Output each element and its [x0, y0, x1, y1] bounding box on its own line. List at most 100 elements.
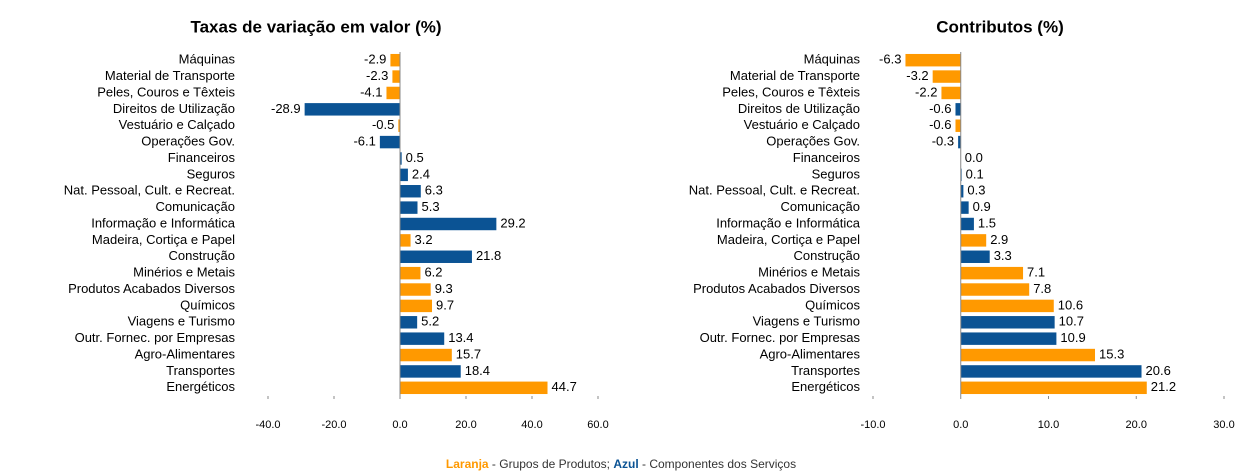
category-label: Viagens e Turismo: [128, 314, 235, 329]
category-label: Máquinas: [179, 52, 236, 67]
bar: [386, 86, 400, 100]
bar: [955, 103, 961, 116]
category-label: Material de Transporte: [730, 68, 860, 83]
bar: [960, 250, 990, 263]
category-label: Vestuário e Calçado: [119, 117, 235, 132]
bar: [390, 53, 400, 67]
bar: [960, 381, 1147, 395]
category-label: Madeira, Cortiça e Papel: [92, 232, 235, 247]
x-tick-label: 10.0: [1038, 419, 1059, 431]
category-label: Direitos de Utilização: [738, 101, 860, 116]
category-label: Peles, Couros e Têxteis: [722, 84, 860, 99]
value-label: 5.2: [421, 314, 439, 329]
bar: [932, 70, 961, 83]
x-tick-label: -20.0: [321, 419, 346, 431]
value-label: 5.3: [421, 199, 439, 214]
x-tick-label: 0.0: [953, 419, 968, 431]
value-label: 0.0: [965, 150, 983, 165]
value-label: 10.7: [1059, 314, 1084, 329]
category-label: Transportes: [791, 363, 860, 378]
category-label: Peles, Couros e Têxteis: [97, 84, 235, 99]
bar: [960, 365, 1142, 378]
value-label: 0.5: [406, 150, 424, 165]
category-label: Minérios e Metais: [133, 265, 235, 280]
category-label: Outr. Fornec. por Empresas: [700, 330, 861, 345]
category-label: Energéticos: [166, 379, 235, 394]
value-label: -0.3: [932, 134, 954, 149]
x-tick-label: -10.0: [860, 419, 885, 431]
category-label: Informação e Informática: [716, 215, 861, 230]
bar: [905, 53, 961, 67]
chart-title: Taxas de variação em valor (%): [190, 17, 441, 36]
bar: [400, 316, 418, 329]
category-label: Produtos Acabados Diversos: [68, 281, 235, 296]
value-label: -4.1: [360, 84, 382, 99]
category-label: Operações Gov.: [141, 134, 235, 149]
category-label: Químicos: [805, 297, 860, 312]
category-label: Vestuário e Calçado: [744, 117, 860, 132]
value-label: -0.6: [929, 117, 951, 132]
bar: [400, 250, 472, 263]
value-label: 3.3: [994, 248, 1012, 263]
bar: [304, 103, 400, 116]
value-label: 1.5: [978, 215, 996, 230]
bar: [400, 217, 497, 231]
value-label: 18.4: [465, 363, 490, 378]
category-label: Máquinas: [804, 52, 861, 67]
category-label: Seguros: [812, 166, 861, 181]
value-label: 20.6: [1146, 363, 1171, 378]
bar: [960, 348, 1096, 362]
category-label: Viagens e Turismo: [753, 314, 860, 329]
bar: [379, 135, 400, 149]
bar: [960, 299, 1054, 313]
value-label: -6.3: [879, 52, 901, 67]
x-tick-label: 30.0: [1213, 419, 1234, 431]
bar: [958, 135, 961, 149]
bar: [400, 332, 445, 345]
bar: [960, 217, 974, 231]
bar: [960, 316, 1055, 329]
value-label: 3.2: [415, 232, 433, 247]
category-label: Minérios e Metais: [758, 265, 860, 280]
bar: [400, 348, 452, 362]
category-label: Construção: [169, 248, 235, 263]
value-label: 10.9: [1060, 330, 1085, 345]
value-label: 2.4: [412, 166, 430, 181]
bar: [400, 365, 461, 378]
bar: [392, 70, 400, 83]
value-label: -3.2: [906, 68, 928, 83]
value-label: 0.9: [973, 199, 991, 214]
bar: [400, 185, 421, 198]
value-label: 10.6: [1058, 297, 1083, 312]
value-label: 44.7: [552, 379, 577, 394]
value-label: 2.9: [990, 232, 1008, 247]
value-label: 6.3: [425, 183, 443, 198]
category-label: Energéticos: [791, 379, 860, 394]
x-tick-label: 0.0: [392, 419, 407, 431]
category-label: Direitos de Utilização: [113, 101, 235, 116]
category-label: Agro-Alimentares: [135, 346, 236, 361]
value-label: 0.3: [967, 183, 985, 198]
value-label: 0.1: [966, 166, 984, 181]
category-label: Operações Gov.: [766, 134, 860, 149]
category-label: Madeira, Cortiça e Papel: [717, 232, 860, 247]
value-label: 13.4: [448, 330, 473, 345]
value-label: 15.3: [1099, 346, 1124, 361]
footnote: Laranja - Grupos de Produtos; Azul - Com…: [446, 457, 796, 471]
x-tick-label: 20.0: [1126, 419, 1147, 431]
category-label: Financeiros: [793, 150, 861, 165]
x-tick-label: 60.0: [587, 419, 608, 431]
orange-text: - Grupos de Produtos;: [489, 457, 614, 471]
category-label: Informação e Informática: [91, 215, 236, 230]
value-label: 21.2: [1151, 379, 1176, 394]
category-label: Seguros: [187, 166, 236, 181]
category-label: Nat. Pessoal, Cult. e Recreat.: [64, 183, 235, 198]
value-label: -0.6: [929, 101, 951, 116]
x-tick-label: -40.0: [255, 419, 280, 431]
bar: [960, 266, 1024, 280]
bar: [400, 201, 418, 214]
value-label: 9.7: [436, 297, 454, 312]
category-label: Material de Transporte: [105, 68, 235, 83]
bar: [400, 283, 431, 296]
